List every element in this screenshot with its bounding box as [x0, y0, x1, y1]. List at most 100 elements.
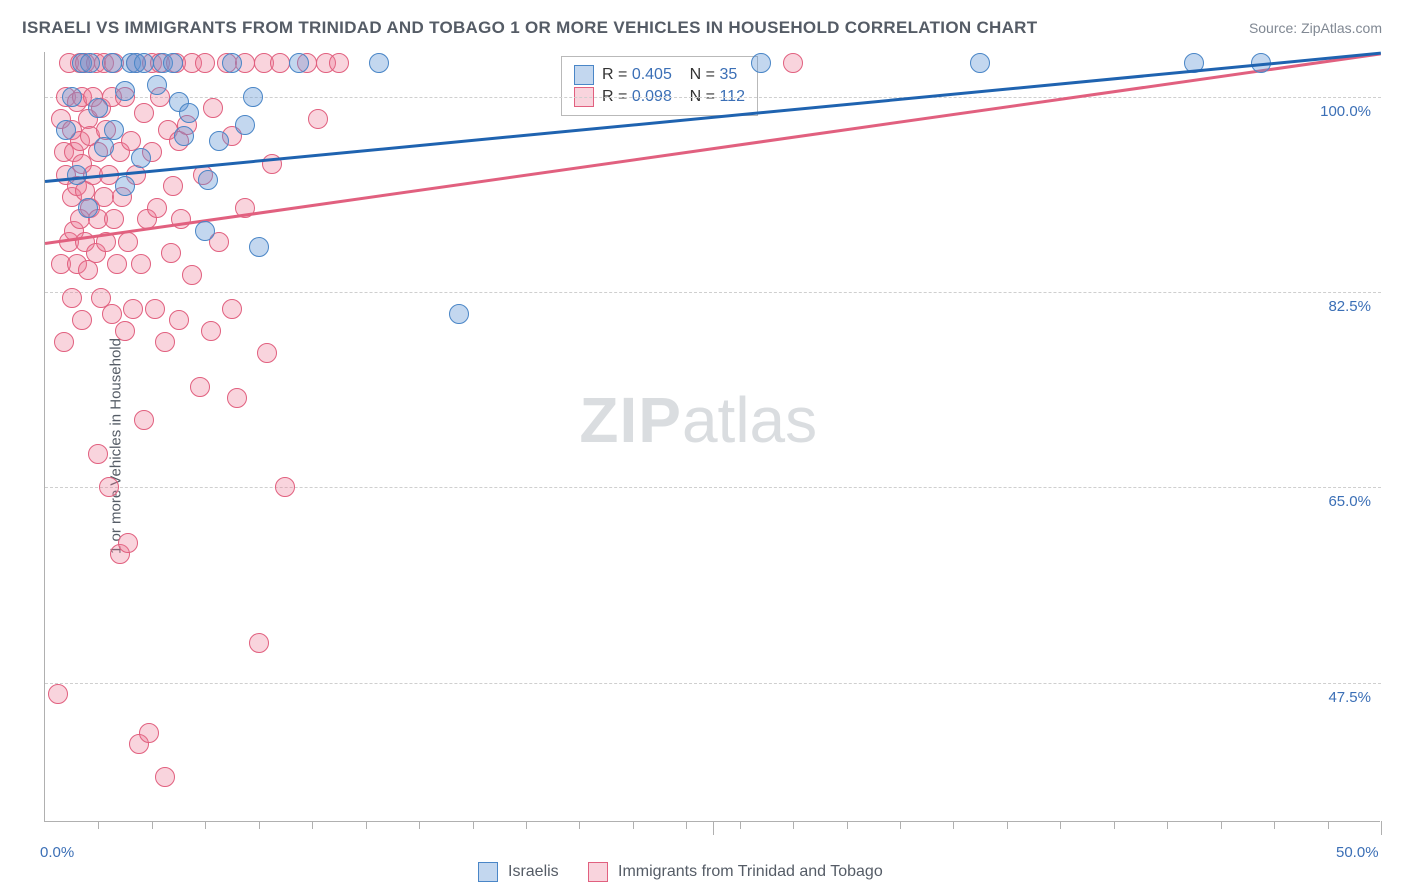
x-tick-minor [1007, 821, 1008, 829]
scatter-point-blue [88, 98, 108, 118]
scatter-point-pink [123, 299, 143, 319]
scatter-point-pink [182, 265, 202, 285]
scatter-point-pink [308, 109, 328, 129]
scatter-point-blue [56, 120, 76, 140]
scatter-point-pink [203, 98, 223, 118]
scatter-plot-area: ZIPatlas R = 0.405 N = 35 R = 0.098 N = … [44, 52, 1380, 822]
scatter-point-pink [99, 477, 119, 497]
y-tick-label: 100.0% [1311, 103, 1371, 120]
x-tick-minor [1114, 821, 1115, 829]
source-attribution: Source: ZipAtlas.com [1249, 20, 1382, 36]
bottom-legend-blue: Israelis [478, 862, 559, 882]
x-tick-minor [152, 821, 153, 829]
scatter-point-pink [222, 299, 242, 319]
scatter-point-pink [161, 243, 181, 263]
scatter-point-blue [134, 53, 154, 73]
scatter-point-pink [190, 377, 210, 397]
swatch-blue [574, 65, 594, 85]
scatter-point-pink [329, 53, 349, 73]
scatter-point-pink [249, 633, 269, 653]
y-tick-label: 65.0% [1311, 493, 1371, 510]
watermark: ZIPatlas [579, 383, 817, 457]
scatter-point-pink [201, 321, 221, 341]
scatter-point-blue [198, 170, 218, 190]
x-tick-minor [366, 821, 367, 829]
scatter-point-blue [235, 115, 255, 135]
x-tick-minor [847, 821, 848, 829]
scatter-point-pink [115, 321, 135, 341]
scatter-point-blue [78, 198, 98, 218]
x-tick-minor [473, 821, 474, 829]
scatter-point-blue [115, 176, 135, 196]
scatter-point-blue [131, 148, 151, 168]
scatter-point-pink [107, 254, 127, 274]
scatter-point-blue [104, 120, 124, 140]
scatter-point-blue [751, 53, 771, 73]
scatter-point-blue [970, 53, 990, 73]
legend-label-blue: Israelis [508, 863, 559, 881]
x-tick-minor [419, 821, 420, 829]
scatter-point-pink [131, 254, 151, 274]
scatter-point-pink [48, 684, 68, 704]
gridline-h [45, 292, 1381, 293]
scatter-point-pink [163, 176, 183, 196]
x-tick-minor [98, 821, 99, 829]
scatter-point-pink [139, 723, 159, 743]
x-tick-minor [312, 821, 313, 829]
scatter-point-blue [94, 137, 114, 157]
scatter-point-blue [147, 75, 167, 95]
stats-row-blue: R = 0.405 N = 35 [574, 65, 745, 85]
scatter-point-pink [169, 310, 189, 330]
scatter-point-blue [222, 53, 242, 73]
x-tick-minor [1221, 821, 1222, 829]
scatter-point-pink [145, 299, 165, 319]
scatter-point-pink [195, 53, 215, 73]
scatter-point-blue [163, 53, 183, 73]
scatter-point-blue [209, 131, 229, 151]
scatter-point-blue [102, 53, 122, 73]
scatter-point-blue [243, 87, 263, 107]
scatter-point-blue [289, 53, 309, 73]
y-tick-label: 82.5% [1311, 298, 1371, 315]
x-tick-label: 50.0% [1336, 844, 1379, 861]
scatter-point-pink [134, 103, 154, 123]
scatter-point-pink [171, 209, 191, 229]
x-tick-label: 0.0% [40, 844, 74, 861]
bottom-legend-pink: Immigrants from Trinidad and Tobago [588, 862, 883, 882]
x-tick-major [713, 821, 714, 835]
scatter-point-pink [227, 388, 247, 408]
scatter-point-blue [174, 126, 194, 146]
scatter-point-pink [118, 533, 138, 553]
scatter-point-pink [102, 304, 122, 324]
y-tick-label: 47.5% [1311, 689, 1371, 706]
scatter-point-pink [275, 477, 295, 497]
x-tick-minor [740, 821, 741, 829]
scatter-point-blue [67, 165, 87, 185]
swatch-blue [478, 862, 498, 882]
swatch-pink [588, 862, 608, 882]
x-tick-minor [900, 821, 901, 829]
scatter-point-blue [62, 87, 82, 107]
legend-label-pink: Immigrants from Trinidad and Tobago [618, 863, 883, 881]
scatter-point-pink [104, 209, 124, 229]
scatter-point-blue [179, 103, 199, 123]
x-tick-minor [686, 821, 687, 829]
stats-text-blue: R = 0.405 N = 35 [602, 66, 737, 84]
scatter-point-blue [249, 237, 269, 257]
watermark-zip: ZIP [579, 384, 682, 456]
x-tick-minor [205, 821, 206, 829]
x-tick-major [1381, 821, 1382, 835]
scatter-point-pink [72, 310, 92, 330]
x-tick-minor [259, 821, 260, 829]
scatter-point-pink [88, 444, 108, 464]
x-tick-minor [953, 821, 954, 829]
x-tick-minor [1274, 821, 1275, 829]
x-tick-minor [526, 821, 527, 829]
gridline-h [45, 487, 1381, 488]
scatter-point-pink [257, 343, 277, 363]
scatter-point-pink [54, 332, 74, 352]
x-tick-minor [633, 821, 634, 829]
scatter-point-blue [115, 81, 135, 101]
x-tick-minor [579, 821, 580, 829]
watermark-atlas: atlas [682, 384, 817, 456]
